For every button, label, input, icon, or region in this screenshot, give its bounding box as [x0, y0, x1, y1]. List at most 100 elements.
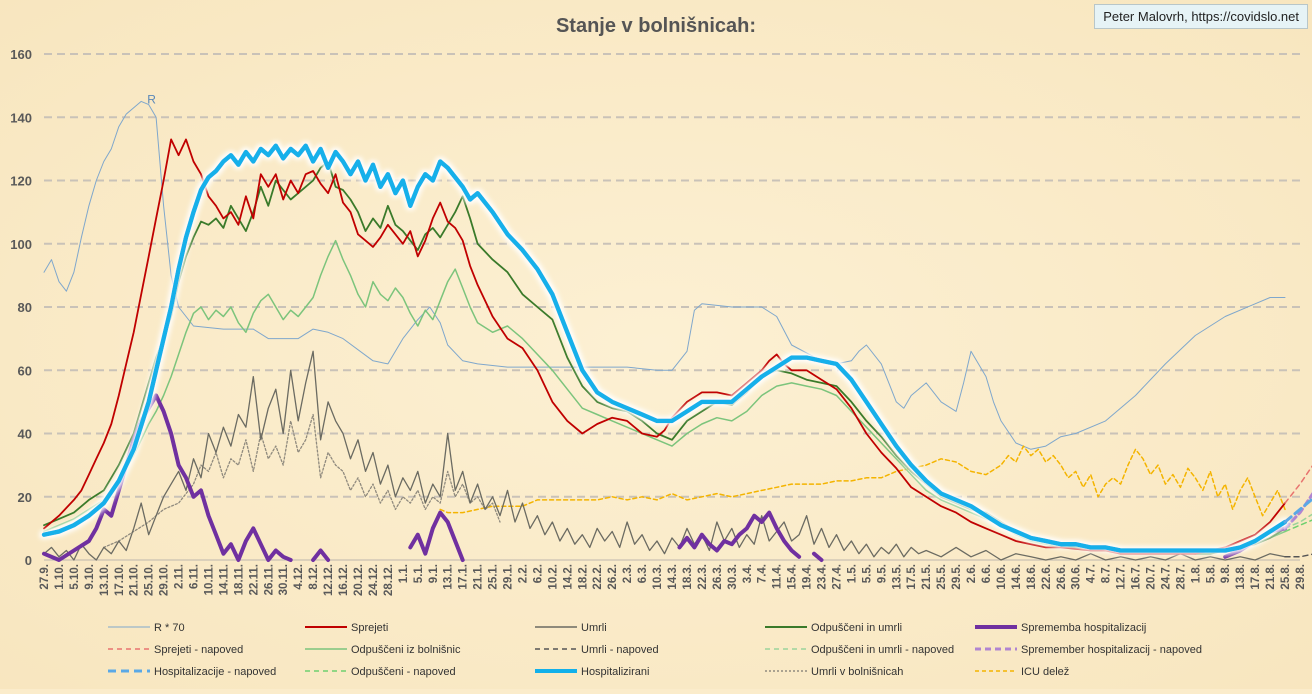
series-sprememba-hospitalizacij [408, 510, 465, 562]
x-tick-label: 3.4. [742, 564, 754, 583]
x-tick-label: 9.10. [84, 564, 96, 590]
x-tick-label: 20.12. [353, 564, 365, 596]
legend: R * 70 Sprejeti Umrli Odpuščeni in umrli Spr… [108, 622, 1202, 678]
x-tick-label: 29.1. [503, 564, 515, 590]
legend-item: Hospitalizirani [535, 666, 649, 678]
x-tick-label: 5.10. [69, 564, 81, 590]
x-tick-label: 2.6. [966, 564, 978, 583]
x-tick-label: 14.11. [218, 564, 230, 595]
legend-item: Sprememba hospitalizacij [975, 622, 1146, 634]
y-tick-label: 100 [10, 237, 32, 252]
series-sprememba-hospitalizacij [311, 548, 331, 562]
x-tick-label: 4.7. [1086, 564, 1098, 583]
x-tick-label: 18.3. [682, 564, 694, 590]
x-tick-label: 27.4. [831, 564, 843, 590]
legend-label: Sprejeti [351, 622, 388, 634]
x-tick-label: 21.10. [129, 564, 141, 596]
x-tick-label: 22.6. [1041, 564, 1053, 590]
legend-item: Odpuščeni in umrli - napoved [765, 644, 954, 656]
y-axis: 0 20 40 60 80 100 120 140 160 [10, 47, 32, 568]
x-tick-label: 14.2. [562, 564, 574, 590]
x-tick-label: 13.5. [891, 564, 903, 590]
y-tick-label: 160 [10, 47, 32, 62]
x-tick-label: 21.8. [1265, 564, 1277, 590]
legend-item: Odpuščeni in umrli [765, 622, 902, 634]
x-tick-label: 6.11. [189, 564, 201, 589]
x-tick-label: 18.2. [577, 564, 589, 590]
x-tick-label: 27.9. [39, 564, 51, 590]
x-tick-label: 17.5. [906, 564, 918, 590]
legend-item: Umrli [535, 622, 607, 634]
x-tick-label: 26.11. [263, 564, 275, 595]
x-tick-label: 21.5. [921, 564, 933, 590]
legend-label: Odpuščeni in umrli - napoved [811, 644, 954, 656]
x-tick-label: 5.8. [1205, 564, 1217, 583]
x-tick-label: 18.6. [1026, 564, 1038, 590]
x-tick-label: 17.1. [458, 564, 470, 590]
x-tick-label: 1.5. [846, 564, 858, 583]
x-tick-label: 12.12. [323, 564, 335, 596]
x-tick-label: 20.7. [1145, 564, 1157, 590]
series-r-70 [43, 100, 1286, 450]
x-tick-label: 21.1. [473, 564, 485, 590]
x-tick-label: 18.11. [233, 564, 245, 595]
x-tick-label: 15.4. [787, 564, 799, 590]
x-tick-label: 6.6. [981, 564, 993, 583]
grid [44, 53, 1300, 498]
x-tick-label: 8.12. [308, 564, 320, 590]
legend-item: Hospitalizacije - napoved [108, 666, 276, 678]
x-tick-label: 14.6. [1011, 564, 1023, 590]
x-tick-label: 25.10. [144, 564, 156, 596]
x-tick-label: 19.4. [802, 564, 814, 590]
legend-label: Sprememba hospitalizacij [1021, 622, 1146, 634]
x-tick-label: 22.3. [697, 564, 709, 590]
x-tick-label: 30.11. [278, 564, 290, 595]
y-tick-label: 0 [25, 553, 32, 568]
x-tick-label: 24.7. [1160, 564, 1172, 590]
series-spremember-hospitalizacij-napoved [1283, 492, 1312, 530]
x-tick-label: 1.10. [54, 564, 66, 590]
x-tick-label: 9.1. [428, 564, 440, 583]
x-tick-label: 30.3. [727, 564, 739, 590]
x-tick-label: 22.11. [248, 564, 260, 595]
y-tick-label: 140 [10, 110, 32, 125]
x-tick-label: 5.1. [413, 564, 425, 583]
series-hospitalizacije-napoved [1283, 497, 1312, 524]
x-tick-label: 25.1. [488, 564, 500, 590]
x-tick-label: 6.3. [637, 564, 649, 583]
x-tick-label: 16.7. [1131, 564, 1143, 590]
x-tick-label: 12.7. [1116, 564, 1128, 590]
x-tick-label: 26.2. [607, 564, 619, 590]
credit-box[interactable]: Peter Malovrh, https://covidslo.net [1094, 4, 1308, 29]
x-tick-label: 28.7. [1175, 564, 1187, 590]
x-tick-label: 24.12. [368, 564, 380, 596]
r-marker-label: R [147, 92, 156, 106]
series-sprejeti [43, 138, 1286, 555]
x-tick-label: 13.10. [99, 564, 111, 596]
series-umrli [43, 350, 1286, 561]
x-tick-label: 29.8. [1295, 564, 1307, 590]
x-tick-label: 17.8. [1250, 564, 1262, 590]
x-tick-label: 4.12. [293, 564, 305, 590]
series-umrli-napoved [1284, 553, 1312, 558]
series-sprememba-hospitalizacij [812, 551, 824, 562]
x-tick-label: 26.3. [712, 564, 724, 590]
legend-item: Spremember hospitalizacij - napoved [975, 644, 1202, 656]
x-tick-label: 22.2. [592, 564, 604, 590]
x-tick-label: 2.2. [517, 564, 529, 583]
series-sprememba-hospitalizacij [677, 510, 802, 559]
x-tick-label: 8.7. [1101, 564, 1113, 583]
x-tick-label: 9.5. [876, 564, 888, 583]
y-tick-label: 80 [18, 300, 32, 315]
x-tick-label: 9.8. [1220, 564, 1232, 583]
legend-label: Odpuščeni - napoved [351, 666, 456, 678]
y-tick-label: 60 [18, 363, 32, 378]
x-tick-label: 14.3. [667, 564, 679, 590]
x-tick-label: 5.5. [861, 564, 873, 583]
x-tick-label: 10.2. [547, 564, 559, 590]
x-tick-label: 28.12. [383, 564, 395, 596]
x-tick-label: 1.8. [1190, 564, 1202, 583]
legend-label: Odpuščeni in umrli [811, 622, 902, 634]
x-tick-label: 13.8. [1235, 564, 1247, 590]
series-odpu-eni-napoved [1284, 519, 1312, 533]
